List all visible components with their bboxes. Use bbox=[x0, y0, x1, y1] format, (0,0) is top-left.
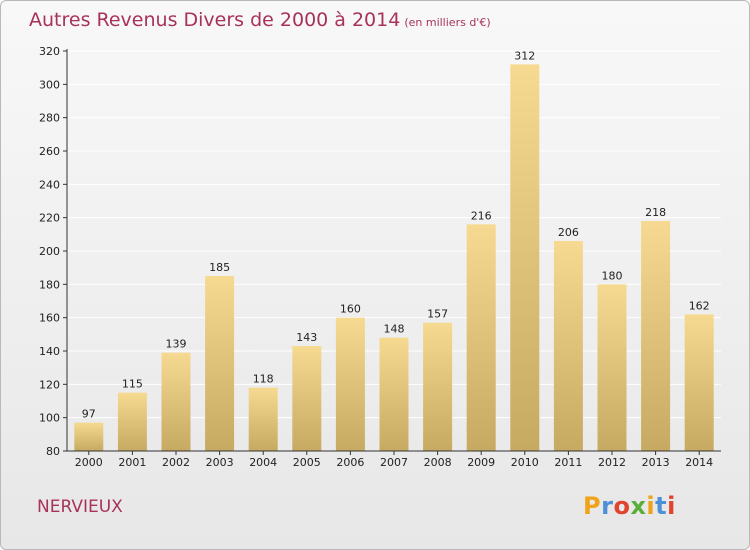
bar bbox=[205, 276, 235, 451]
y-tick-label: 260 bbox=[39, 145, 60, 158]
y-tick-label: 80 bbox=[46, 445, 60, 458]
logo-letter: o bbox=[613, 492, 631, 520]
y-tick-label: 280 bbox=[39, 112, 60, 125]
bar bbox=[74, 422, 104, 451]
chart-title: Autres Revenus Divers de 2000 à 2014 (en … bbox=[29, 9, 491, 31]
y-tick-label: 240 bbox=[39, 178, 60, 191]
y-tick-label: 180 bbox=[39, 278, 60, 291]
bar bbox=[248, 387, 278, 451]
x-tick-label: 2013 bbox=[642, 456, 670, 469]
data-label: 97 bbox=[82, 408, 96, 421]
logo-letter: i bbox=[646, 492, 656, 520]
bar bbox=[466, 224, 496, 451]
x-tick-label: 2000 bbox=[75, 456, 103, 469]
y-tick-label: 160 bbox=[39, 312, 60, 325]
logo-letter: x bbox=[630, 492, 647, 520]
data-label: 185 bbox=[209, 261, 230, 274]
data-label: 216 bbox=[471, 209, 492, 222]
proxiti-logo: Proxiti bbox=[583, 492, 676, 520]
logo-letter: t bbox=[655, 492, 668, 520]
data-label: 115 bbox=[122, 378, 143, 391]
bar bbox=[553, 241, 583, 451]
data-label: 157 bbox=[427, 308, 448, 321]
chart-title-text: Autres Revenus Divers de 2000 à 2014 bbox=[29, 9, 401, 31]
x-tick-label: 2004 bbox=[249, 456, 277, 469]
data-label: 118 bbox=[253, 373, 274, 386]
bar bbox=[684, 314, 714, 451]
x-tick-label: 2003 bbox=[206, 456, 234, 469]
y-tick-label: 120 bbox=[39, 378, 60, 391]
bar bbox=[510, 64, 540, 452]
y-tick-label: 220 bbox=[39, 212, 60, 225]
bar bbox=[423, 322, 453, 451]
data-label: 139 bbox=[166, 338, 187, 351]
bar bbox=[292, 346, 322, 451]
x-tick-label: 2001 bbox=[118, 456, 146, 469]
x-tick-label: 2006 bbox=[336, 456, 364, 469]
x-tick-label: 2007 bbox=[380, 456, 408, 469]
bar bbox=[379, 337, 409, 451]
bar bbox=[641, 221, 671, 451]
data-label: 160 bbox=[340, 303, 361, 316]
y-tick-label: 100 bbox=[39, 412, 60, 425]
commune-name: NERVIEUX bbox=[37, 497, 123, 517]
data-label: 218 bbox=[645, 206, 666, 219]
data-label: 143 bbox=[296, 331, 317, 344]
x-tick-label: 2008 bbox=[424, 456, 452, 469]
y-tick-label: 140 bbox=[39, 345, 60, 358]
y-tick-label: 300 bbox=[39, 78, 60, 91]
data-label: 180 bbox=[602, 269, 623, 282]
logo-letter: r bbox=[601, 492, 614, 520]
x-tick-label: 2011 bbox=[554, 456, 582, 469]
logo-letter: i bbox=[667, 492, 676, 520]
chart-subtitle: (en milliers d'€) bbox=[404, 16, 491, 29]
bar bbox=[597, 284, 627, 451]
bar bbox=[161, 352, 191, 451]
x-tick-label: 2005 bbox=[293, 456, 321, 469]
x-tick-label: 2009 bbox=[467, 456, 495, 469]
data-label: 312 bbox=[514, 49, 535, 62]
bar bbox=[117, 392, 147, 451]
data-label: 148 bbox=[384, 323, 405, 336]
x-tick-label: 2012 bbox=[598, 456, 626, 469]
x-tick-label: 2014 bbox=[685, 456, 713, 469]
y-tick-label: 320 bbox=[39, 45, 60, 58]
x-tick-label: 2010 bbox=[511, 456, 539, 469]
y-tick-label: 200 bbox=[39, 245, 60, 258]
logo-letter: P bbox=[583, 492, 602, 520]
x-tick-label: 2002 bbox=[162, 456, 190, 469]
data-label: 162 bbox=[689, 299, 710, 312]
bar bbox=[335, 317, 365, 451]
data-label: 206 bbox=[558, 226, 579, 239]
